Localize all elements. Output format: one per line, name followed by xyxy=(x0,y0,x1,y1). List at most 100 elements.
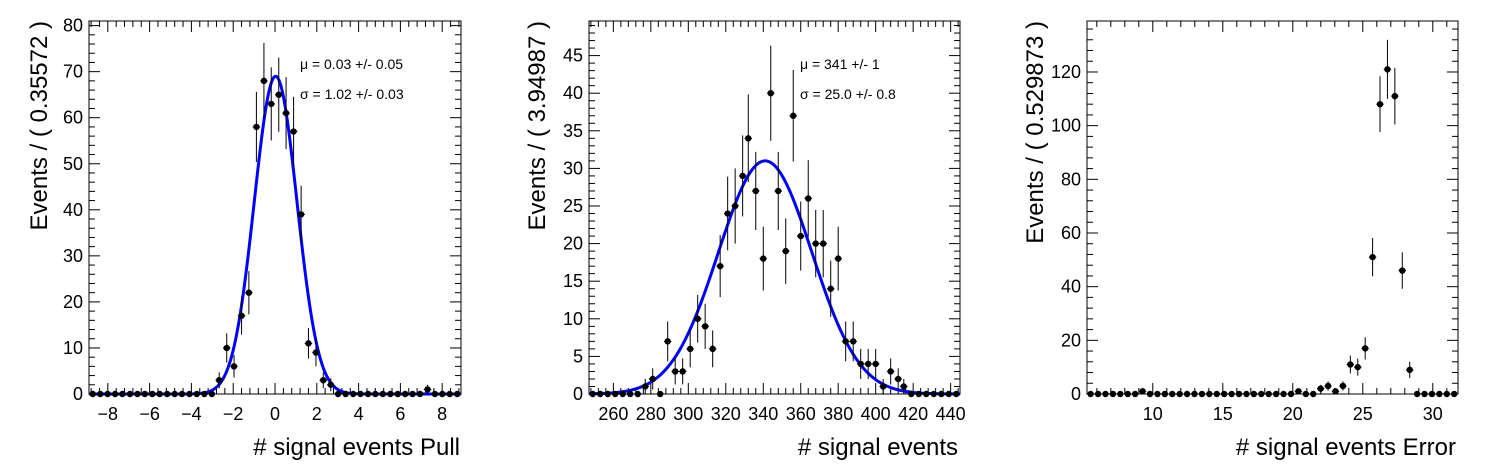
data-marker xyxy=(739,172,746,180)
x-tick-label: 8 xyxy=(437,404,447,424)
data-marker xyxy=(97,390,104,398)
data-marker xyxy=(1369,253,1376,261)
data-point xyxy=(89,390,97,398)
data-marker xyxy=(1206,390,1213,398)
data-marker xyxy=(126,390,134,398)
data-marker xyxy=(275,91,282,98)
data-point xyxy=(275,57,283,132)
data-marker xyxy=(760,255,767,262)
data-point xyxy=(423,384,432,394)
data-marker xyxy=(1324,382,1332,390)
y-tick-label: 40 xyxy=(563,83,583,103)
y-tick-label: 0 xyxy=(1071,384,1081,404)
data-marker xyxy=(805,195,812,202)
data-marker xyxy=(409,390,416,398)
y-tick-label: 30 xyxy=(563,158,583,178)
data-point xyxy=(386,390,395,398)
data-marker xyxy=(1310,390,1317,398)
data-marker xyxy=(694,315,701,322)
x-axis-title: # signal events xyxy=(798,434,958,461)
y-tick-label: 5 xyxy=(573,346,583,366)
data-marker xyxy=(1332,388,1339,395)
data-marker xyxy=(945,390,952,398)
y-tick-label: 60 xyxy=(63,108,83,128)
data-marker xyxy=(872,360,879,368)
data-marker xyxy=(305,340,312,347)
y-tick-label: 15 xyxy=(563,271,583,291)
data-marker xyxy=(1272,390,1280,398)
data-point xyxy=(1272,390,1280,398)
data-point xyxy=(596,390,604,398)
y-tick-label: 40 xyxy=(1061,277,1081,297)
data-point xyxy=(1242,390,1251,398)
fit-parameter-annotation: σ = 25.0 +/- 0.8 xyxy=(800,86,896,102)
data-marker xyxy=(938,390,945,398)
data-point xyxy=(1250,390,1258,398)
data-point xyxy=(297,185,305,244)
data-marker xyxy=(1131,390,1139,398)
data-point xyxy=(260,42,268,119)
data-point xyxy=(393,390,402,398)
data-marker xyxy=(1295,388,1302,395)
data-marker xyxy=(89,390,96,398)
data-marker xyxy=(589,390,596,398)
data-point xyxy=(155,390,164,398)
data-marker xyxy=(1198,390,1206,398)
y-tick-label: 45 xyxy=(563,46,583,66)
data-marker xyxy=(894,375,902,383)
data-point xyxy=(1339,381,1347,391)
data-marker xyxy=(416,390,424,398)
data-point xyxy=(641,378,649,394)
data-point xyxy=(849,321,857,362)
data-point xyxy=(1175,390,1184,398)
x-tick-label: 280 xyxy=(636,404,666,424)
data-point xyxy=(1398,252,1406,289)
data-point xyxy=(1309,390,1317,398)
data-marker xyxy=(1421,390,1428,398)
data-marker xyxy=(842,338,849,345)
plot-frame xyxy=(1086,20,1459,395)
data-point xyxy=(1220,390,1228,398)
data-marker xyxy=(1413,390,1421,398)
data-point xyxy=(731,168,739,244)
data-marker xyxy=(1250,390,1258,398)
data-point xyxy=(618,390,627,398)
data-marker xyxy=(446,390,453,398)
x-tick-label: 300 xyxy=(673,404,703,424)
data-marker xyxy=(716,262,724,270)
data-marker xyxy=(908,390,915,398)
data-point xyxy=(327,378,335,392)
data-marker xyxy=(104,390,111,398)
data-point xyxy=(656,390,664,398)
data-marker xyxy=(372,390,379,398)
data-point xyxy=(1138,388,1147,395)
data-marker xyxy=(1451,390,1458,398)
x-tick-label: −8 xyxy=(98,404,119,424)
x-tick-label: 10 xyxy=(1143,404,1163,424)
data-marker xyxy=(454,390,461,398)
x-tick-label: 15 xyxy=(1213,404,1233,424)
data-point xyxy=(178,390,186,398)
data-marker xyxy=(349,390,357,398)
signal-events-panel: 260 280 300 320 340 360 380 400 420 440 0 5 10 15 20 25… xyxy=(524,20,966,461)
data-point xyxy=(1287,390,1295,398)
y-tick-label: 80 xyxy=(1061,169,1081,189)
data-point xyxy=(1443,390,1451,398)
data-point xyxy=(701,303,709,349)
data-marker xyxy=(671,368,679,375)
data-marker xyxy=(767,89,774,97)
data-marker xyxy=(1436,390,1443,398)
data-point xyxy=(915,390,923,398)
data-point xyxy=(185,390,194,398)
data-point xyxy=(1405,361,1414,378)
y-tick-label: 20 xyxy=(1061,330,1081,350)
data-point xyxy=(126,390,134,398)
data-point xyxy=(1094,390,1102,398)
data-marker xyxy=(208,390,216,398)
data-point xyxy=(693,295,702,343)
data-point xyxy=(1183,390,1191,398)
data-point xyxy=(148,390,157,398)
data-point xyxy=(603,390,612,398)
